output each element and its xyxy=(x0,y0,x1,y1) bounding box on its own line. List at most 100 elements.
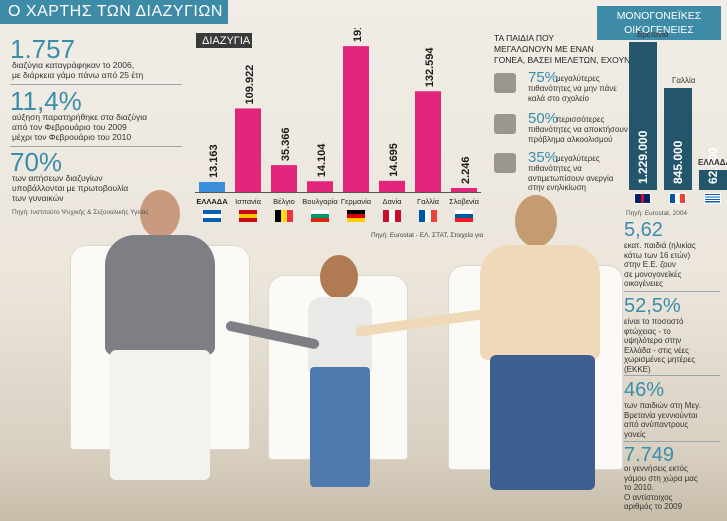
stat-value: 11,4% xyxy=(10,86,82,116)
briefcase-icon xyxy=(494,153,516,173)
stat-text-line: εκατ. παιδιά (ηλικίας xyxy=(624,241,696,250)
mid-pct: 50% xyxy=(528,110,559,127)
mid-text: πιθανότητες να αποκτήσουν πρόβλημα αλκοο… xyxy=(528,125,628,144)
stat-text-line: διαζύγια καταγράφηκαν το 2006, xyxy=(12,60,135,70)
mid-text-line: πρόβλημα αλκοολισμού xyxy=(528,134,613,144)
bar-value-label: 845.000 xyxy=(671,140,685,184)
stat-text-line: Ο αντίστοιχος xyxy=(624,492,673,502)
stat-text-line: οικογένειες xyxy=(624,279,663,288)
category-label: Δανία xyxy=(382,197,402,206)
bar-Βουλγαρία xyxy=(307,181,333,192)
category-label: Βέλγιο xyxy=(273,197,295,206)
stat-text-line: Ελλάδα - στις νέες xyxy=(624,345,689,355)
book-icon xyxy=(494,73,516,93)
mid-pct: 75% xyxy=(528,69,559,86)
stat-text-line: των αιτήσεων διαζυγίων xyxy=(12,173,103,183)
chart-title-bg xyxy=(196,33,252,48)
stat-text: αύξηση παρατηρήθηκε στα διαζύγια από τον… xyxy=(12,112,147,142)
stat-text-line: το 2010. xyxy=(624,483,654,492)
stat-text-line: σε μονογονεϊκές xyxy=(624,269,682,279)
bar-country-label: Γαλλία xyxy=(672,76,696,86)
single-parent-bar xyxy=(664,88,692,190)
bar-country-label: Βρετανία xyxy=(637,30,669,39)
page-title: Ο ΧΑΡΤΗΣ ΤΩΝ ΔΙΑΖΥΓΙΩΝ xyxy=(8,3,223,20)
bar-value-label: 132.594 xyxy=(424,47,436,88)
mid-text: πιθανότητες να αντιμετωπίσουν ανεργία στ… xyxy=(528,164,613,193)
mid-heading: ΤΑ ΠΑΙΔΙΑ ΠΟΥ ΜΕΓΑΛΩΝΟΥΝ ΜΕ ΕΝΑΝ ΓΟΝΕΑ, … xyxy=(494,33,630,66)
stat-text-line: χωρισμένες μητέρες xyxy=(624,355,696,364)
flag-icon xyxy=(203,210,221,222)
divider xyxy=(624,375,720,376)
mid-text-line: πιθανότητες να αποκτήσουν xyxy=(528,125,628,134)
stat-value: 52,5% xyxy=(624,295,681,317)
flag-icon xyxy=(634,193,651,204)
stat-value: 46% xyxy=(624,379,665,401)
bar-value-label: 14.104 xyxy=(316,143,328,178)
stat-text-line: με διάρκεια γάμο πάνω από 25 έτη xyxy=(12,70,144,80)
bar-value-label: 191.948 xyxy=(352,28,364,42)
flag-icon xyxy=(275,210,293,222)
flag-icon xyxy=(704,193,721,204)
chart-source: Πηγή: Eurostat - ΕΛ. ΣΤΑΤ, Στοιχεία για … xyxy=(371,231,485,239)
man-figure xyxy=(95,190,225,490)
mid-heading-line: ΤΑ ΠΑΙΔΙΑ ΠΟΥ xyxy=(494,33,555,43)
bar-value-label: 14.695 xyxy=(388,143,400,177)
stat-value: 5,62 xyxy=(624,219,663,241)
bar-Ισπανία xyxy=(235,108,261,192)
stat-text-line: από τον Φεβρουάριο του 2009 xyxy=(12,122,127,132)
stat-text: εκατ. παιδιά (ηλικίας κάτω των 16 ετών) … xyxy=(624,241,696,289)
girl-figure xyxy=(300,255,380,500)
mid-text-line: καλά στο σχολείο xyxy=(528,93,589,103)
bar-Δανία xyxy=(379,180,405,192)
divider xyxy=(10,84,182,85)
bar-country-label: ΕΛΛΑΔΑ xyxy=(698,158,727,167)
bar-Σλοβενία xyxy=(451,188,477,192)
category-label: ΕΛΛΑΔΑ xyxy=(196,197,228,206)
divider xyxy=(624,441,720,442)
right-source: Πηγή: Eurostat, 2004 xyxy=(626,210,688,217)
stat-text-line: αριθμός το 2009 xyxy=(624,502,683,511)
stat-text-line: φτώχειας - το xyxy=(624,326,671,336)
mid-pct: 35% xyxy=(528,149,559,166)
stat-text-line: υψηλότερο στην xyxy=(624,336,682,345)
bar-value-label: 109.922 xyxy=(244,65,256,105)
category-label: Βουλγαρία xyxy=(302,197,338,206)
flag-icon xyxy=(455,210,473,222)
stat-text-line: μέχρι τον Φεβρουάριο του 2010 xyxy=(12,132,132,142)
stat-value: 7.749 xyxy=(624,444,675,466)
heading-line: ΟΙΚΟΓΕΝΕΙΕΣ xyxy=(624,24,694,36)
single-parent-bar xyxy=(699,170,727,190)
stat-text-line: υποβάλλονται με πρωτοβουλία xyxy=(12,183,129,193)
bar-value-label: 1.229.000 xyxy=(636,130,650,184)
divorce-bar-chart: 13.163 ΕΛΛΑΔΑ 109.922 Ισπανία 35.366 Βέλγιο 14… xyxy=(195,28,485,239)
flag-icon xyxy=(419,210,437,222)
mid-text-line: στην ενηλικίωση xyxy=(528,183,586,192)
chart-title: ΔΙΑΖΥΓΙΑ xyxy=(202,35,251,47)
category-label: Γερμανία xyxy=(341,197,372,206)
stat-text-line: των γυναικών xyxy=(12,193,64,203)
single-parent-bar xyxy=(629,42,657,190)
flag-icon xyxy=(383,210,401,222)
mid-text: μεγαλύτερες xyxy=(556,154,600,163)
stat-text-line: κάτω των 16 ετών) xyxy=(624,250,691,260)
mid-text-line: αντιμετωπίσουν ανεργία xyxy=(528,173,614,183)
mid-heading-line: ΓΟΝΕΑ, ΒΑΣΕΙ ΜΕΛΕΤΩΝ, ΕΧΟΥΝ xyxy=(494,55,631,65)
mid-text-line: πιθανότητες να μην πάνε xyxy=(528,84,617,93)
stat-text: είναι το ποσοστό φτώχειας - το υψηλότερο… xyxy=(624,317,695,374)
category-label: Ισπανία xyxy=(235,197,262,206)
bar-Γαλλία xyxy=(415,91,441,192)
stat-text: των αιτήσεων διαζυγίων υποβάλλονται με π… xyxy=(12,173,128,203)
stat-text: των παιδιών στη Μεγ. Βρετανία γεννιούντα… xyxy=(624,401,701,439)
bar-ΕΛΛΑΔΑ xyxy=(199,181,225,192)
stat-text-line: των παιδιών στη Μεγ. xyxy=(624,401,702,410)
stat-text-line: από ανύπαντρους xyxy=(624,420,689,429)
stat-text: οι γεννήσεις εκτός γάμου στη χώρα μας το… xyxy=(624,464,698,512)
divider xyxy=(10,146,182,147)
mid-text-line: πιθανότητες να xyxy=(528,164,582,173)
flag-icon xyxy=(669,193,686,204)
category-label: Σλοβενία xyxy=(449,197,480,206)
stat-text-line: αύξηση παρατηρήθηκε στα διαζύγια xyxy=(12,112,148,122)
title-bar: Ο ΧΑΡΤΗΣ ΤΩΝ ΔΙΑΖΥΓΙΩΝ xyxy=(0,0,228,24)
stat-text: διαζύγια καταγράφηκαν το 2006, με διάρκε… xyxy=(12,60,143,80)
single-parent-heading: ΜΟΝΟΓΟΝΕΪΚΕΣ ΟΙΚΟΓΕΝΕΙΕΣ xyxy=(597,6,721,40)
